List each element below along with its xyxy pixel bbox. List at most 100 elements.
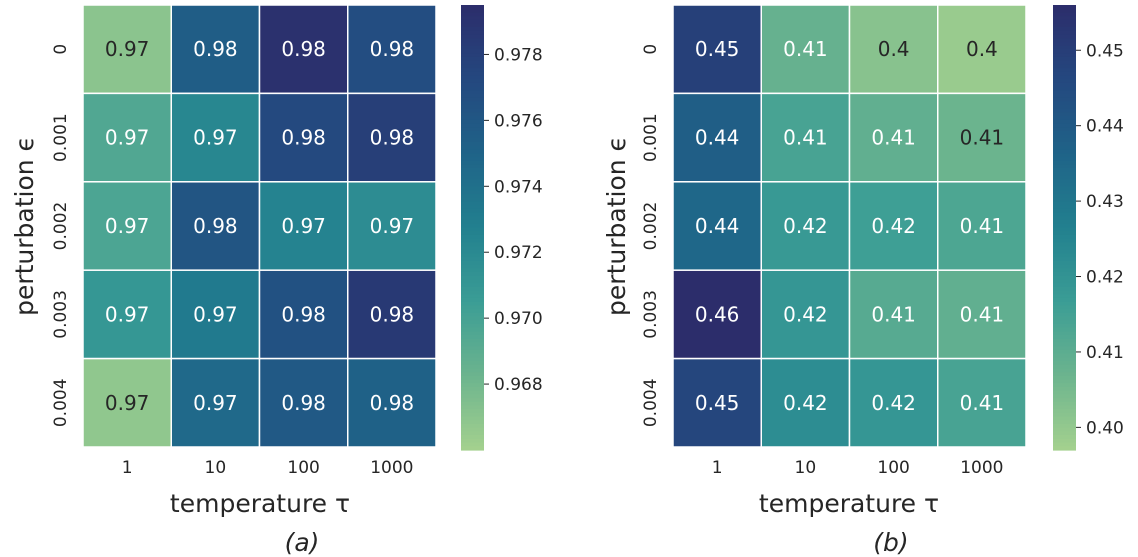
colorbar-segment	[461, 27, 484, 32]
colorbar-segment	[461, 342, 484, 347]
colorbar-segment	[461, 157, 484, 162]
colorbar-segment	[461, 424, 484, 429]
colorbar-segment	[1053, 112, 1076, 117]
cell-value-label: 0.41	[960, 126, 1005, 150]
colorbar-segment	[461, 45, 484, 51]
colorbar-segment	[461, 79, 484, 84]
colorbar-segment	[461, 149, 484, 154]
colorbar-segment	[461, 212, 484, 217]
colorbar-segment	[1053, 294, 1076, 299]
heatmap-cell	[258, 357, 349, 448]
y-tick-label: 0.003	[641, 290, 661, 339]
colorbar-segment	[461, 361, 484, 366]
colorbar-segment	[461, 197, 484, 203]
colorbar-segment	[461, 220, 484, 225]
colorbar-segment	[1053, 53, 1076, 58]
heatmap-panel-a: 0.97 0.98 0.98 0.98 0.97 0.97 0.98 0.98 0.97 0.98…	[10, 4, 543, 557]
colorbar-segment	[1053, 331, 1076, 336]
colorbar-segment	[461, 294, 484, 299]
x-tick-label: 10	[205, 458, 227, 478]
colorbar-segment	[461, 86, 484, 91]
colorbar-segment	[461, 375, 484, 381]
colorbar-segment	[1053, 272, 1076, 277]
colorbar-segment	[1053, 442, 1076, 447]
colorbar-segment	[1053, 171, 1076, 177]
colorbar-segment	[461, 431, 484, 436]
colorbar-segment	[1053, 8, 1076, 14]
colorbar-segment	[1053, 220, 1076, 225]
colorbar-tick-label: 0.968	[494, 375, 543, 395]
colorbar-segment	[461, 194, 484, 199]
cell-value-label: 0.41	[960, 302, 1005, 326]
colorbar-segment	[461, 349, 484, 355]
colorbar-segment	[1053, 119, 1076, 125]
colorbar-segment	[1053, 212, 1076, 217]
colorbar-segment	[461, 394, 484, 399]
colorbar-segment	[461, 227, 484, 232]
cell-value-label: 0.97	[105, 302, 150, 326]
colorbar-segment	[461, 420, 484, 425]
colorbar-segment	[1053, 194, 1076, 199]
colorbar-segment	[461, 353, 484, 358]
colorbar-segment	[1053, 264, 1076, 269]
colorbar-segment	[1053, 412, 1076, 418]
cell-value-label: 0.42	[783, 391, 828, 415]
heatmap-cell	[347, 269, 437, 360]
x-tick-label: 10	[795, 458, 817, 478]
colorbar-segment	[461, 368, 484, 373]
cell-value-label: 0.97	[370, 214, 415, 238]
colorbar-segment	[461, 249, 484, 255]
colorbar-segment	[461, 82, 484, 88]
colorbar-segment	[461, 386, 484, 392]
colorbar-segment	[1053, 361, 1076, 366]
colorbar-segment	[461, 186, 484, 192]
colorbar-segment	[1053, 149, 1076, 154]
colorbar-segment	[461, 71, 484, 77]
y-tick-label: 0.001	[641, 113, 661, 162]
x-tick-label: 1	[122, 458, 133, 478]
colorbar-segment	[1053, 64, 1076, 69]
colorbar-tick-label: 0.976	[494, 111, 543, 131]
colorbar-segment	[461, 49, 484, 54]
colorbar-segment	[461, 68, 484, 73]
cell-value-label: 0.42	[871, 214, 916, 238]
y-axis-label: perturbation ϵ	[10, 136, 39, 316]
colorbar-segment	[461, 56, 484, 62]
colorbar-segment	[1053, 30, 1076, 36]
colorbar-segment	[1053, 446, 1076, 451]
cell-value-label: 0.4	[966, 37, 998, 61]
colorbar-segment	[461, 316, 484, 321]
colorbar-segment	[461, 323, 484, 329]
colorbar-segment	[461, 398, 484, 403]
panel-caption: (a)	[285, 528, 320, 557]
colorbar-segment	[1053, 86, 1076, 91]
heatmap-cell	[258, 4, 349, 95]
colorbar-segment	[1053, 249, 1076, 255]
colorbar-segment	[461, 312, 484, 318]
colorbar-segment	[1053, 208, 1076, 214]
colorbar-segment	[461, 105, 484, 110]
colorbar-segment	[461, 438, 484, 444]
colorbar-segment	[461, 305, 484, 310]
colorbar-segment	[461, 401, 484, 407]
colorbar-segment	[461, 131, 484, 136]
heatmap-cell	[672, 269, 762, 360]
cell-value-label: 0.98	[193, 214, 238, 238]
colorbar-segment	[1053, 90, 1076, 95]
colorbar-segment	[1053, 279, 1076, 284]
heatmap-cell	[170, 357, 261, 448]
x-axis-label: temperature τ	[759, 489, 939, 518]
colorbar-segment	[461, 242, 484, 247]
colorbar-segment	[461, 145, 484, 151]
colorbar-segment	[461, 5, 484, 10]
colorbar-segment	[461, 272, 484, 277]
colorbar-segment	[1053, 49, 1076, 54]
heatmap-cell	[347, 92, 437, 183]
x-tick-label: 1000	[960, 458, 1003, 478]
colorbar-segment	[1053, 71, 1076, 77]
colorbar-segment	[461, 208, 484, 214]
cell-value-label: 0.98	[370, 37, 415, 61]
colorbar-segment	[1053, 375, 1076, 381]
colorbar-segment	[1053, 101, 1076, 106]
